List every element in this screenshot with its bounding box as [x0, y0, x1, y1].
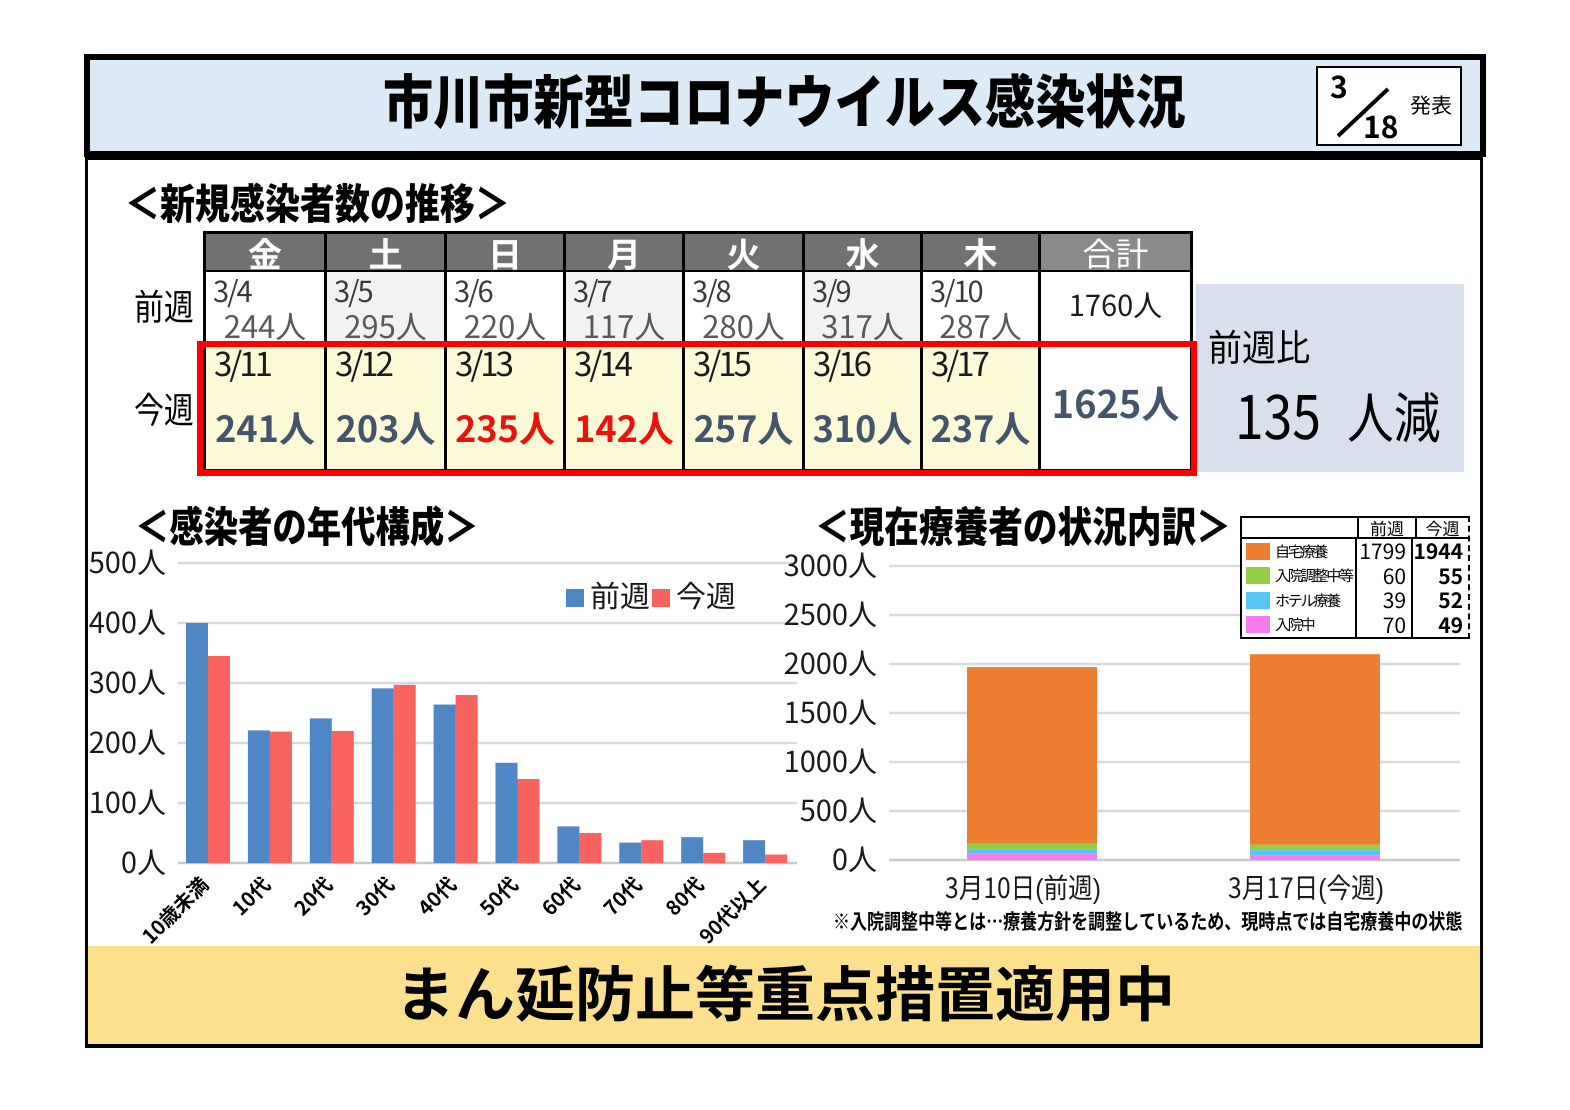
- svg-text:2500人: 2500人: [784, 592, 877, 634]
- svg-text:20代: 20代: [287, 870, 338, 921]
- svg-text:50代: 50代: [472, 870, 523, 921]
- svg-text:300人: 300人: [89, 660, 166, 702]
- svg-text:30代: 30代: [349, 870, 400, 921]
- svg-text:200人: 200人: [89, 720, 166, 762]
- svg-text:500人: 500人: [89, 545, 166, 582]
- svg-text:3月17日(今週): 3月17日(今週): [1228, 865, 1384, 906]
- svg-text:0人: 0人: [121, 840, 166, 882]
- svg-text:400人: 400人: [89, 600, 166, 642]
- svg-text:3月10日(前週): 3月10日(前週): [945, 865, 1101, 906]
- svg-text:0人: 0人: [832, 837, 877, 879]
- svg-text:40代: 40代: [411, 870, 462, 921]
- svg-text:90代以上: 90代以上: [692, 870, 772, 950]
- svg-text:80代: 80代: [658, 870, 709, 921]
- svg-text:2000人: 2000人: [784, 641, 877, 683]
- svg-text:10代: 10代: [225, 870, 276, 921]
- svg-text:1500人: 1500人: [784, 690, 877, 732]
- svg-text:70代: 70代: [596, 870, 647, 921]
- svg-text:3000人: 3000人: [784, 545, 877, 585]
- svg-text:1000人: 1000人: [784, 739, 877, 781]
- svg-text:今週: 今週: [676, 572, 736, 616]
- svg-text:前週: 前週: [590, 572, 650, 616]
- svg-text:60代: 60代: [534, 870, 585, 921]
- svg-text:500人: 500人: [800, 788, 877, 830]
- svg-text:100人: 100人: [89, 780, 166, 822]
